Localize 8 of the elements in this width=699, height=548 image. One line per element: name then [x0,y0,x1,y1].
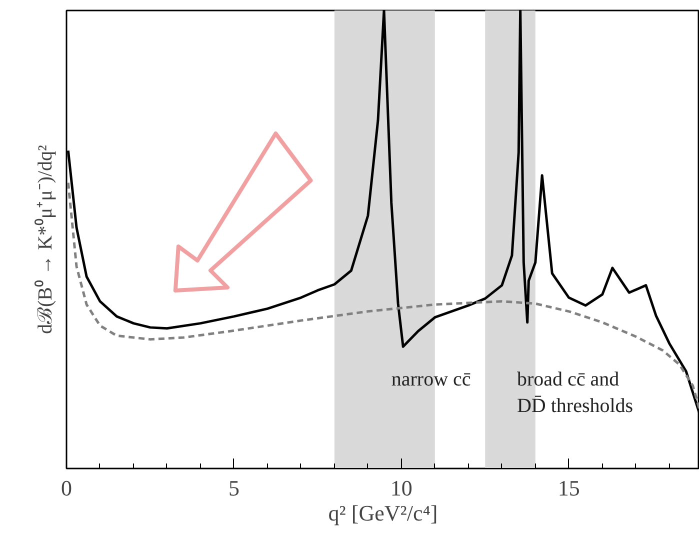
x-tick-label: 15 [558,476,580,500]
x-axis-title: q² [GeV²/c⁴] [328,500,438,526]
band-label: broad cc̄ and DD̄ thresholds [516,368,634,417]
x-tick-label: 5 [228,476,240,500]
y-axis-title: dℬ(B⁰ → K*⁰μ⁺μ⁻)/dq² [34,144,56,334]
x-tick-label: 0 [61,476,72,500]
x-tick-label: 10 [390,476,412,500]
band-label: narrow cc̄ [391,368,472,390]
